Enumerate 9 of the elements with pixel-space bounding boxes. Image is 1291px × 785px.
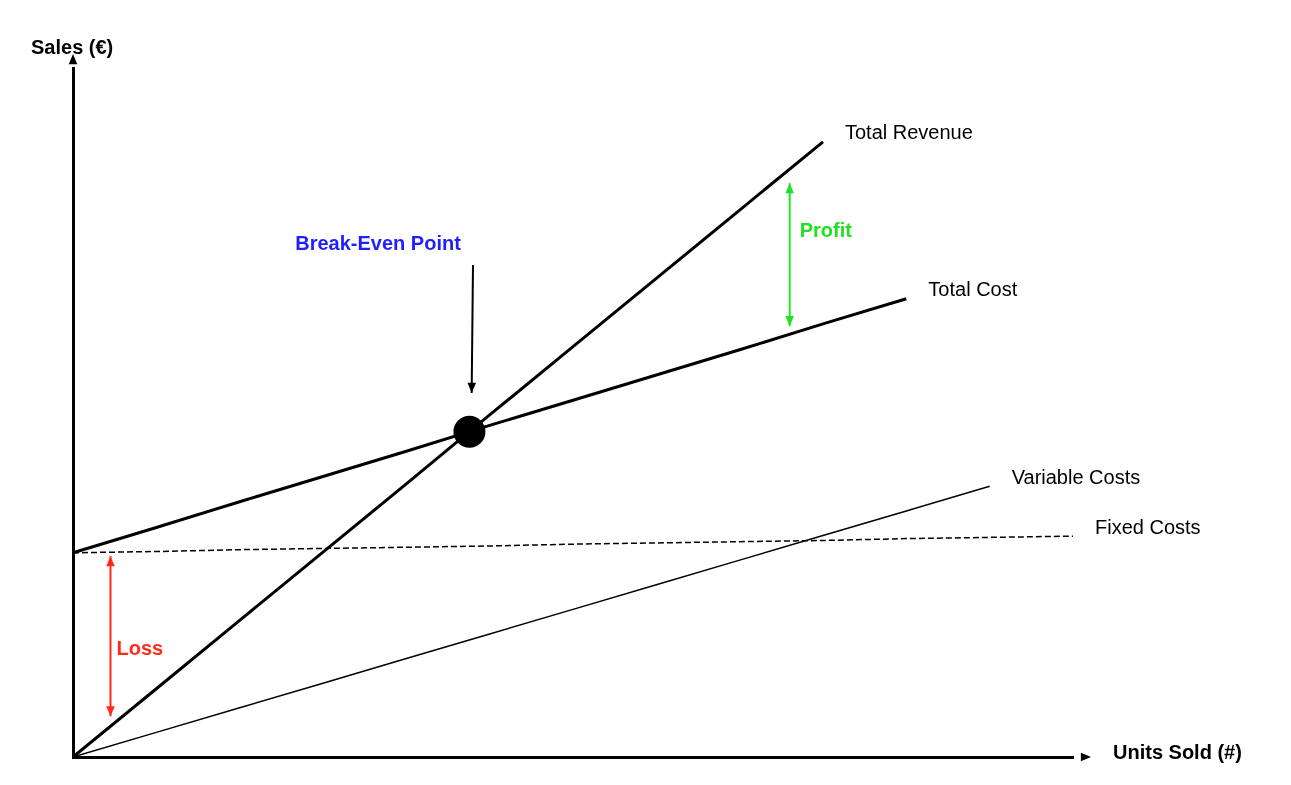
series-label: Total Cost — [928, 278, 1018, 301]
annotation: Profit — [799, 219, 853, 242]
series-label: Variable Costs — [1011, 465, 1141, 488]
series-label: Total Revenue — [845, 121, 973, 144]
series-label: Fixed Costs — [1095, 515, 1201, 538]
annotation: Break-Even Point — [295, 232, 462, 255]
annotation: Loss — [116, 636, 164, 659]
x-axis-title: Units Sold (#) — [1113, 740, 1242, 763]
y-axis-title: Sales (€) — [31, 35, 114, 58]
